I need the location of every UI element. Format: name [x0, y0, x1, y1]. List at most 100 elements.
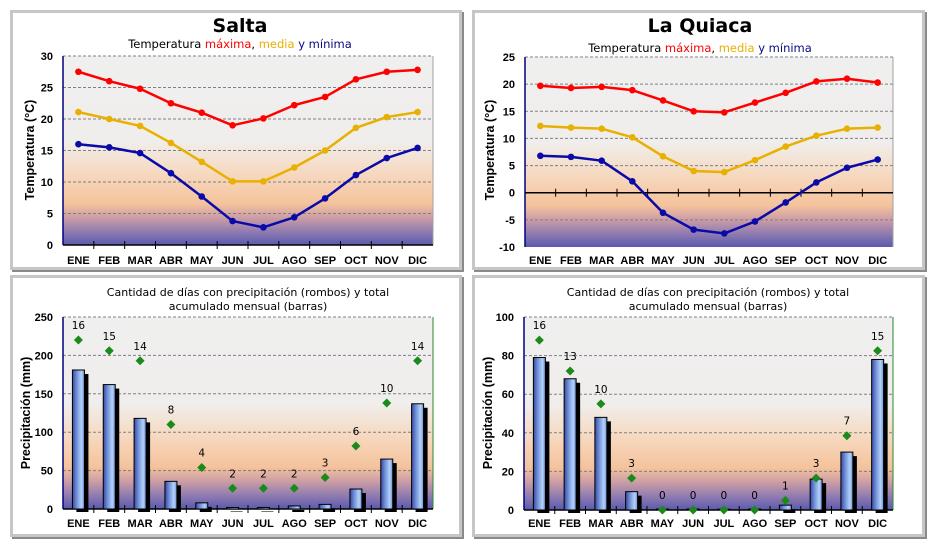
data-point-min: [721, 230, 728, 237]
precip-bar: [625, 491, 639, 511]
data-point-min: [105, 144, 113, 151]
subtitle-plain: Temperatura: [587, 41, 665, 55]
data-point-media: [843, 125, 851, 132]
precip-bar: [195, 502, 209, 510]
y-tick-label: 250: [35, 312, 53, 324]
days-diamond: [750, 505, 760, 515]
data-point-max: [567, 84, 575, 92]
data-point-min: [167, 169, 175, 177]
x-tick-label: MAY: [651, 255, 675, 267]
subtitle-min: y mínima: [295, 37, 352, 51]
data-point-min: [690, 226, 697, 233]
days-label: 0: [690, 490, 697, 502]
y-tick-label: 25: [41, 83, 53, 95]
data-point-max: [414, 66, 421, 74]
precip-bar: [256, 506, 270, 510]
precip-bar: [563, 378, 577, 511]
y-tick-label: 40: [502, 428, 514, 440]
data-point-media: [598, 125, 605, 132]
x-tick-label: ENE: [67, 255, 90, 267]
y-tick-label: 20: [41, 114, 53, 126]
x-tick-label: DIC: [868, 518, 887, 530]
days-label: 2: [229, 468, 236, 480]
data-point-media: [659, 153, 667, 160]
data-point-min: [874, 156, 881, 163]
precip-bar: [71, 369, 85, 510]
days-label: 3: [628, 458, 635, 470]
precip-bar: [318, 503, 332, 510]
data-point-media: [690, 167, 697, 175]
y-tick-label: 0: [47, 240, 53, 252]
x-tick-label: ABR: [159, 518, 183, 530]
days-label: 15: [871, 331, 884, 343]
precip-bar: [102, 384, 116, 510]
x-tick-label: JUN: [683, 255, 705, 267]
data-point-media: [874, 124, 881, 131]
days-label: 3: [322, 458, 329, 470]
bar-shadow: [261, 511, 274, 512]
data-point-media: [567, 124, 575, 131]
bar-shadow: [292, 509, 305, 512]
data-point-media: [136, 122, 144, 130]
x-tick-label: OCT: [344, 255, 368, 267]
x-tick-label: DIC: [408, 518, 427, 530]
bar-shadow: [783, 509, 796, 513]
data-point-max: [198, 109, 206, 116]
days-diamond: [351, 441, 361, 451]
precip-bar: [133, 417, 147, 510]
days-label: 15: [103, 331, 116, 343]
y-tick-label: 5: [509, 161, 515, 173]
data-point-max: [782, 89, 789, 97]
x-tick-label: DIC: [408, 255, 427, 267]
data-point-min: [383, 154, 391, 162]
x-tick-label: OCT: [805, 518, 829, 530]
data-point-max: [383, 68, 391, 76]
x-tick-label: OCT: [805, 255, 829, 267]
plot-area: [63, 317, 433, 509]
data-point-min: [321, 195, 329, 202]
subtitle-max: máxima: [665, 41, 712, 55]
days-label: 2: [260, 468, 267, 480]
data-point-media: [537, 122, 544, 130]
x-tick-label: SEP: [774, 518, 796, 530]
data-point-max: [598, 83, 605, 91]
data-point-max: [843, 75, 851, 83]
y-tick-label: 0: [509, 188, 515, 200]
x-tick-label: MAY: [190, 518, 214, 530]
days-label: 2: [291, 468, 298, 480]
data-point-min: [567, 153, 575, 161]
series-line-min: [540, 154, 878, 235]
x-tick-label: JUL: [253, 255, 274, 267]
data-point-max: [352, 76, 360, 83]
bar-shadow: [230, 511, 243, 512]
days-diamond: [228, 483, 238, 493]
y-tick-label: 100: [35, 427, 53, 439]
laquiaca-precip-title-line2: acumulado mensual (barras): [629, 300, 788, 313]
y-tick-label: 50: [41, 466, 53, 478]
laquiaca-precip-title-line1: Cantidad de días con precipitación (romb…: [567, 286, 849, 299]
days-label: 14: [411, 341, 425, 353]
data-point-min: [414, 144, 421, 152]
plot-area: [525, 57, 893, 247]
precip-bar: [778, 504, 792, 511]
x-tick-label: ENE: [528, 518, 551, 530]
data-point-media: [721, 168, 728, 176]
x-tick-label: DIC: [868, 255, 887, 267]
salta-precip-title-line2: acumulado mensual (barras): [169, 300, 328, 313]
days-diamond: [842, 431, 852, 441]
y-tick-label: 200: [35, 350, 53, 362]
days-label: 14: [133, 341, 147, 353]
x-tick-label: JUL: [714, 255, 735, 267]
laquiaca-temp-chart: -10 -5 0 5 10 15 20 25 ENE FEB MAR ABR MAY JUN JUL AGO S…: [499, 52, 894, 267]
days-label: 16: [533, 320, 547, 332]
subtitle-media: media: [719, 41, 755, 55]
data-point-media: [383, 113, 391, 121]
days-diamond: [135, 356, 145, 366]
data-point-media: [167, 139, 175, 147]
data-point-media: [629, 134, 636, 141]
data-point-max: [659, 97, 667, 104]
x-tick-label: SEP: [775, 255, 797, 267]
salta-temp-subtitle: Temperatura máxima, media y mínima: [127, 37, 352, 51]
data-point-max: [751, 99, 759, 106]
data-point-min: [659, 209, 667, 217]
